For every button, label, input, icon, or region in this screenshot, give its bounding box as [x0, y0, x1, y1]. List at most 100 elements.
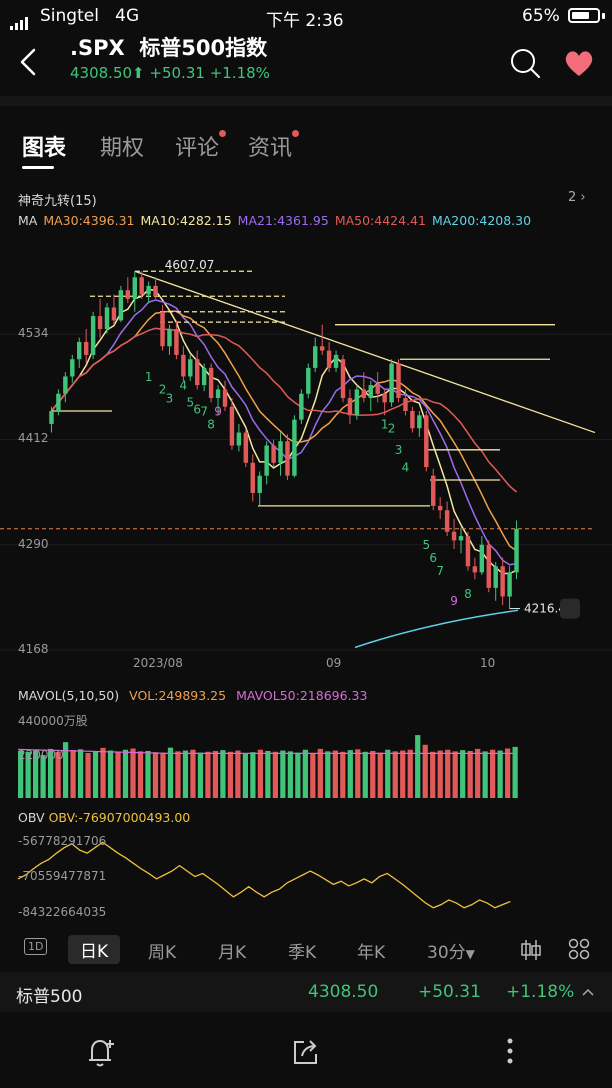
volume-bar — [407, 749, 413, 798]
candle — [354, 389, 360, 416]
mavol50-label: MAVOL50:218696.33 — [236, 688, 368, 703]
vol-y-label-mid: 220000 — [18, 748, 64, 762]
period-daily[interactable]: 日K — [68, 935, 121, 964]
indicator-name[interactable]: 神奇九转(15) — [18, 194, 97, 209]
back-button[interactable] — [14, 44, 44, 80]
volume-bar — [205, 751, 211, 798]
obv-legend: OBV OBV:-76907000493.00 — [18, 810, 190, 825]
volume-bar — [430, 751, 436, 798]
td-count-label: 6 — [429, 551, 437, 565]
period-1d-icon[interactable]: 1D — [24, 938, 48, 955]
ma-legend-item: MA10:4282.15 — [140, 213, 232, 228]
tab-chart[interactable]: 图表 — [22, 136, 67, 161]
td-count-label: 1 — [145, 370, 153, 384]
candle — [146, 285, 151, 295]
obv-chart[interactable] — [0, 828, 612, 924]
candle — [181, 354, 186, 377]
candle — [368, 385, 373, 399]
candle — [188, 359, 193, 377]
bottom-change-pct: +1.18% — [506, 982, 575, 1002]
volume-bar — [250, 752, 256, 798]
volume-chart[interactable] — [0, 706, 612, 802]
indicator-count[interactable]: 2 › — [568, 190, 586, 205]
ma-legend-item: MA30:4396.31 — [43, 213, 135, 228]
td-count-label: 4 — [180, 378, 188, 392]
volume-bar — [25, 751, 31, 798]
page-title: .SPX 标普500指数 — [70, 32, 267, 62]
volume-bar — [482, 751, 488, 798]
volume-bar — [437, 750, 443, 798]
volume-bar — [212, 750, 219, 798]
share-icon[interactable] — [290, 1036, 322, 1068]
volume-bar — [227, 751, 234, 798]
candle — [465, 536, 471, 567]
candle — [333, 354, 339, 368]
candle — [90, 316, 96, 355]
x-axis-label: 10 — [480, 656, 496, 670]
tab-options[interactable]: 期权 — [100, 136, 145, 161]
candle — [382, 393, 387, 403]
ma200-line — [354, 609, 519, 649]
candle — [118, 290, 124, 321]
alert-bell-icon[interactable] — [86, 1036, 116, 1070]
volume-bar — [422, 744, 428, 798]
td-count-label: 7 — [200, 404, 208, 418]
volume-bar — [317, 748, 323, 798]
volume-bar — [445, 749, 451, 798]
period-30min[interactable]: 30分▼ — [427, 943, 475, 963]
index-name: 标普500指数 — [139, 36, 268, 60]
y-axis-label: 4412 — [18, 431, 49, 446]
td-count-label: 3 — [395, 443, 403, 457]
volume-bar — [70, 749, 76, 798]
carrier-label: Singtel 4G — [40, 6, 140, 26]
tab-underline — [22, 166, 54, 169]
search-icon — [511, 49, 540, 78]
tab-news[interactable]: 资讯 — [248, 136, 293, 161]
volume-bar — [137, 751, 144, 798]
volume-bar — [47, 748, 54, 798]
bottom-name: 标普500 — [16, 987, 83, 1007]
volume-bar — [152, 752, 159, 798]
period-yearly[interactable]: 年K — [357, 943, 386, 963]
candle — [313, 346, 318, 368]
td-count-label: 4 — [402, 460, 410, 474]
up-arrow-icon: ⬆ — [132, 64, 145, 82]
clock: 下午 2:36 — [266, 11, 344, 31]
ma-legend-item: MA — [18, 213, 38, 228]
grid-icon[interactable] — [568, 938, 590, 960]
candle — [431, 475, 436, 506]
favorite-button[interactable] — [562, 46, 596, 80]
tab-comments[interactable]: 评论 — [175, 136, 220, 161]
period-weekly[interactable]: 周K — [148, 943, 177, 963]
volume-bar — [452, 751, 458, 798]
volume-bar — [235, 750, 241, 798]
more-icon[interactable] — [500, 1036, 520, 1068]
y-axis-label: 4534 — [18, 326, 49, 341]
volume-bar — [55, 751, 61, 798]
candle — [250, 462, 255, 493]
candle — [479, 544, 485, 573]
volume-bar — [392, 751, 398, 798]
volume-bar — [32, 750, 39, 798]
td-count-label: 8 — [464, 587, 472, 601]
y-axis-label: 4168 — [18, 642, 49, 656]
search-button[interactable] — [508, 46, 542, 80]
vol-y-label-top: 440000万股 — [18, 714, 88, 728]
td-count-label: 3 — [166, 391, 174, 405]
chevron-up-icon[interactable] — [580, 984, 596, 1000]
volume-bar — [302, 749, 308, 798]
period-monthly[interactable]: 月K — [218, 943, 247, 963]
ma50-line — [50, 327, 518, 493]
candle — [347, 398, 353, 416]
volume-bar — [310, 753, 316, 798]
volume-bar — [467, 750, 473, 798]
period-quarterly[interactable]: 季K — [288, 943, 317, 963]
candle — [243, 432, 249, 463]
mavol50-line — [17, 748, 513, 755]
candle — [486, 544, 491, 588]
candle — [493, 566, 498, 588]
td-count-label: 5 — [422, 538, 430, 552]
candle-style-icon[interactable] — [520, 938, 542, 962]
bottom-quote-bar[interactable]: 标普500 4308.50 +50.31 +1.18% — [0, 972, 612, 1012]
